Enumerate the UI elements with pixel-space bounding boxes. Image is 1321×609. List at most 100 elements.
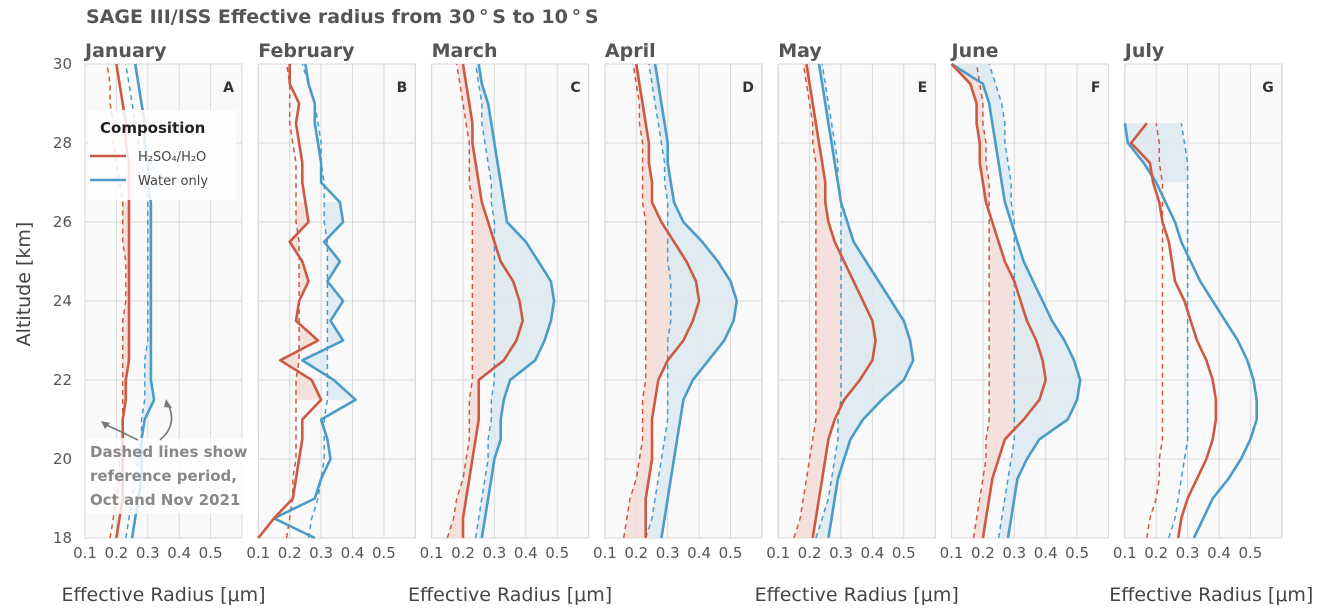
- panel-d: April D 0.1 0.2 0.3 0.4 0.5: [593, 40, 763, 562]
- y-tick-label: 28: [53, 134, 72, 152]
- y-tick-label: 26: [53, 213, 72, 231]
- x-tick-label: 0.2: [278, 544, 302, 562]
- water-only-reference-line: [644, 63, 672, 539]
- annotation-line: reference period,: [90, 467, 237, 485]
- x-tick-label: 0.4: [687, 544, 711, 562]
- y-axis-label: Altitude [km]: [13, 222, 35, 347]
- x-tick-label: 0.4: [1034, 544, 1058, 562]
- x-tick-label: 0.3: [482, 544, 506, 562]
- x-axis-label: Effective Radius [μm]: [61, 584, 265, 606]
- x-tick-label: 0.2: [971, 544, 995, 562]
- panel-label: A: [223, 80, 234, 96]
- water-only-reference-line: [988, 63, 1016, 539]
- reference-annotation: Dashed lines show reference period, Oct an…: [86, 399, 258, 514]
- h2so4-line: [805, 63, 877, 539]
- x-axis-label: Effective Radius [μm]: [1109, 584, 1313, 606]
- h2so4-reference-line: [972, 63, 990, 539]
- annotation-line: Dashed lines show: [90, 443, 248, 461]
- panel-title: January: [83, 40, 167, 62]
- water-change-fill: [951, 64, 1081, 538]
- x-tick-label: 0.5: [719, 544, 743, 562]
- panel-f: June F 0.1 0.2 0.3 0.4 0.5: [940, 40, 1109, 562]
- x-tick-label: 0.3: [829, 544, 853, 562]
- x-tick-label: 0.2: [624, 544, 648, 562]
- x-tick-label: 0.4: [167, 544, 191, 562]
- x-tick-label: 0.3: [1176, 544, 1200, 562]
- y-tick-label: 24: [53, 292, 72, 310]
- x-tick-label: 0.5: [372, 544, 396, 562]
- panel-c: March C 0.1 0.2 0.3 0.4 0.5: [420, 40, 590, 562]
- panel-title: July: [1123, 40, 1165, 62]
- x-tick-label: 0.1: [940, 544, 964, 562]
- x-tick-label: 0.5: [892, 544, 916, 562]
- water-only-reference-line: [474, 63, 496, 539]
- x-tick-label: 0.2: [798, 544, 822, 562]
- annotation-arrowhead: [101, 421, 110, 429]
- h2so4-line: [635, 63, 701, 538]
- panels: January A 0.1 0.2 0.3 0.4 0.5 18 20 22 24 26 28 30 Feb…: [53, 40, 1283, 562]
- water-change-fill: [815, 64, 914, 538]
- panel-title: April: [605, 40, 656, 62]
- panel-label: D: [742, 80, 754, 96]
- panel-title: June: [950, 40, 999, 62]
- x-axis-labels: Effective Radius [μm] Effective Radius [μ…: [61, 584, 1313, 606]
- water-only-line: [950, 62, 1082, 539]
- h2so4-change-fill: [447, 64, 523, 538]
- water-only-line: [272, 63, 357, 540]
- x-tick-label: 0.2: [1144, 544, 1168, 562]
- x-tick-label: 0.2: [451, 544, 475, 562]
- water-only-line: [477, 63, 556, 539]
- h2so4-change-fill: [793, 64, 876, 538]
- panel-title: February: [258, 40, 355, 62]
- h2so4-reference-line: [446, 63, 474, 539]
- x-tick-label: 0.1: [766, 544, 790, 562]
- x-tick-label: 0.1: [246, 544, 270, 562]
- x-tick-label: 0.3: [136, 544, 160, 562]
- x-tick-label: 0.3: [656, 544, 680, 562]
- x-tick-label: 0.1: [593, 544, 617, 562]
- x-tick-label: 0.3: [1002, 544, 1026, 562]
- panel-label: E: [918, 80, 928, 96]
- h2so4-line: [257, 64, 323, 539]
- annotation-box: [86, 438, 258, 514]
- y-tick-label: 22: [53, 371, 72, 389]
- legend: Composition H₂SO₄/H₂O Water only: [88, 110, 236, 200]
- h2so4-reference-line: [1146, 123, 1164, 539]
- panel-label: C: [570, 80, 580, 96]
- water-only-line: [653, 63, 739, 539]
- h2so4-change-fill: [623, 64, 700, 538]
- x-tick-label: 0.5: [1238, 544, 1262, 562]
- water-only-line: [817, 63, 915, 539]
- x-tick-label: 0.2: [104, 544, 128, 562]
- panel-label: G: [1262, 80, 1274, 96]
- h2so4-reference-line: [622, 63, 647, 539]
- figure-title: SAGE III/ISS Effective radius from 30 ° …: [86, 6, 599, 28]
- x-axis-label: Effective Radius [μm]: [408, 584, 612, 606]
- legend-title: Composition: [100, 119, 205, 137]
- water-change-fill: [475, 64, 555, 538]
- panel-b: February B 0.1 0.2 0.3 0.4 0.5: [246, 40, 416, 562]
- panel-g: July G 0.1 0.2 0.3 0.4 0.5: [1113, 40, 1283, 562]
- x-tick-label: 0.5: [545, 544, 569, 562]
- x-tick-label: 0.4: [341, 544, 365, 562]
- h2so4-line: [950, 63, 1047, 539]
- annotation-arrowhead: [164, 399, 172, 408]
- water-change-fill: [1124, 123, 1188, 183]
- legend-entry: H₂SO₄/H₂O: [138, 150, 206, 165]
- x-tick-label: 0.4: [860, 544, 884, 562]
- y-tick-label: 18: [53, 529, 72, 547]
- panel-label: B: [397, 80, 408, 96]
- water-change-fill: [302, 202, 356, 400]
- panel-title: March: [432, 40, 498, 62]
- h2so4-reference-line: [793, 63, 817, 539]
- panel-label: F: [1091, 80, 1101, 96]
- panel-title: May: [778, 40, 822, 62]
- h2so4-line: [1129, 122, 1218, 539]
- water-only-reference-line: [1168, 123, 1189, 539]
- annotation-line: Oct and Nov 2021: [90, 491, 240, 509]
- y-tick-label: 30: [53, 55, 72, 73]
- water-change-fill: [645, 64, 737, 538]
- water-only-reference-line: [815, 63, 842, 539]
- legend-entry: Water only: [138, 174, 208, 189]
